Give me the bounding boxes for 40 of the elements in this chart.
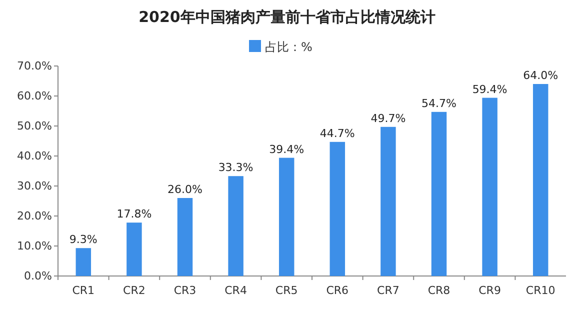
x-tick-label: CR2 bbox=[123, 284, 146, 297]
bar bbox=[482, 98, 498, 276]
data-label: 9.3% bbox=[69, 233, 98, 246]
x-tick-label: CR4 bbox=[224, 284, 247, 297]
data-label: 54.7% bbox=[422, 96, 456, 110]
y-tick-label: 70.0% bbox=[17, 60, 52, 72]
bar bbox=[532, 84, 548, 276]
x-tick-label: CR7 bbox=[377, 284, 400, 297]
data-label: 49.7% bbox=[370, 112, 406, 125]
bar bbox=[126, 222, 142, 276]
x-tick-label: CR5 bbox=[275, 284, 298, 297]
bar bbox=[278, 158, 294, 276]
x-tick-label: CR1 bbox=[72, 284, 95, 297]
y-tick-label: 20.0% bbox=[17, 210, 52, 222]
bar bbox=[431, 112, 447, 276]
data-label: 44.7% bbox=[320, 126, 355, 140]
bar bbox=[380, 126, 396, 276]
data-label: 33.3% bbox=[218, 161, 254, 174]
data-label: 39.4% bbox=[269, 142, 304, 156]
bar bbox=[177, 198, 193, 276]
x-tick-label: CR3 bbox=[174, 284, 196, 297]
data-label: 59.4% bbox=[472, 82, 508, 96]
legend-label: 占比：% bbox=[265, 40, 312, 54]
x-tick-label: CR6 bbox=[326, 284, 349, 297]
y-tick-label: 40.0% bbox=[17, 150, 52, 162]
y-tick-label: 60.0% bbox=[17, 90, 52, 102]
chart-title: 2020年中国猪肉产量前十省市占比情况统计 bbox=[138, 8, 436, 26]
y-tick-label: 10.0% bbox=[17, 240, 52, 252]
bar bbox=[76, 248, 92, 276]
x-tick-label: CR10 bbox=[526, 284, 556, 297]
x-tick-label: CR9 bbox=[478, 284, 501, 297]
y-tick-label: 30.0% bbox=[17, 180, 52, 192]
data-label: 64.0% bbox=[523, 69, 558, 82]
x-tick-label: CR8 bbox=[428, 284, 450, 297]
bar bbox=[228, 176, 244, 276]
data-label: 17.8% bbox=[116, 208, 152, 221]
bar bbox=[330, 142, 346, 276]
y-tick-label: 50.0% bbox=[17, 120, 52, 132]
data-label: 26.0% bbox=[168, 183, 202, 196]
y-tick-label: 0.0% bbox=[24, 270, 52, 282]
